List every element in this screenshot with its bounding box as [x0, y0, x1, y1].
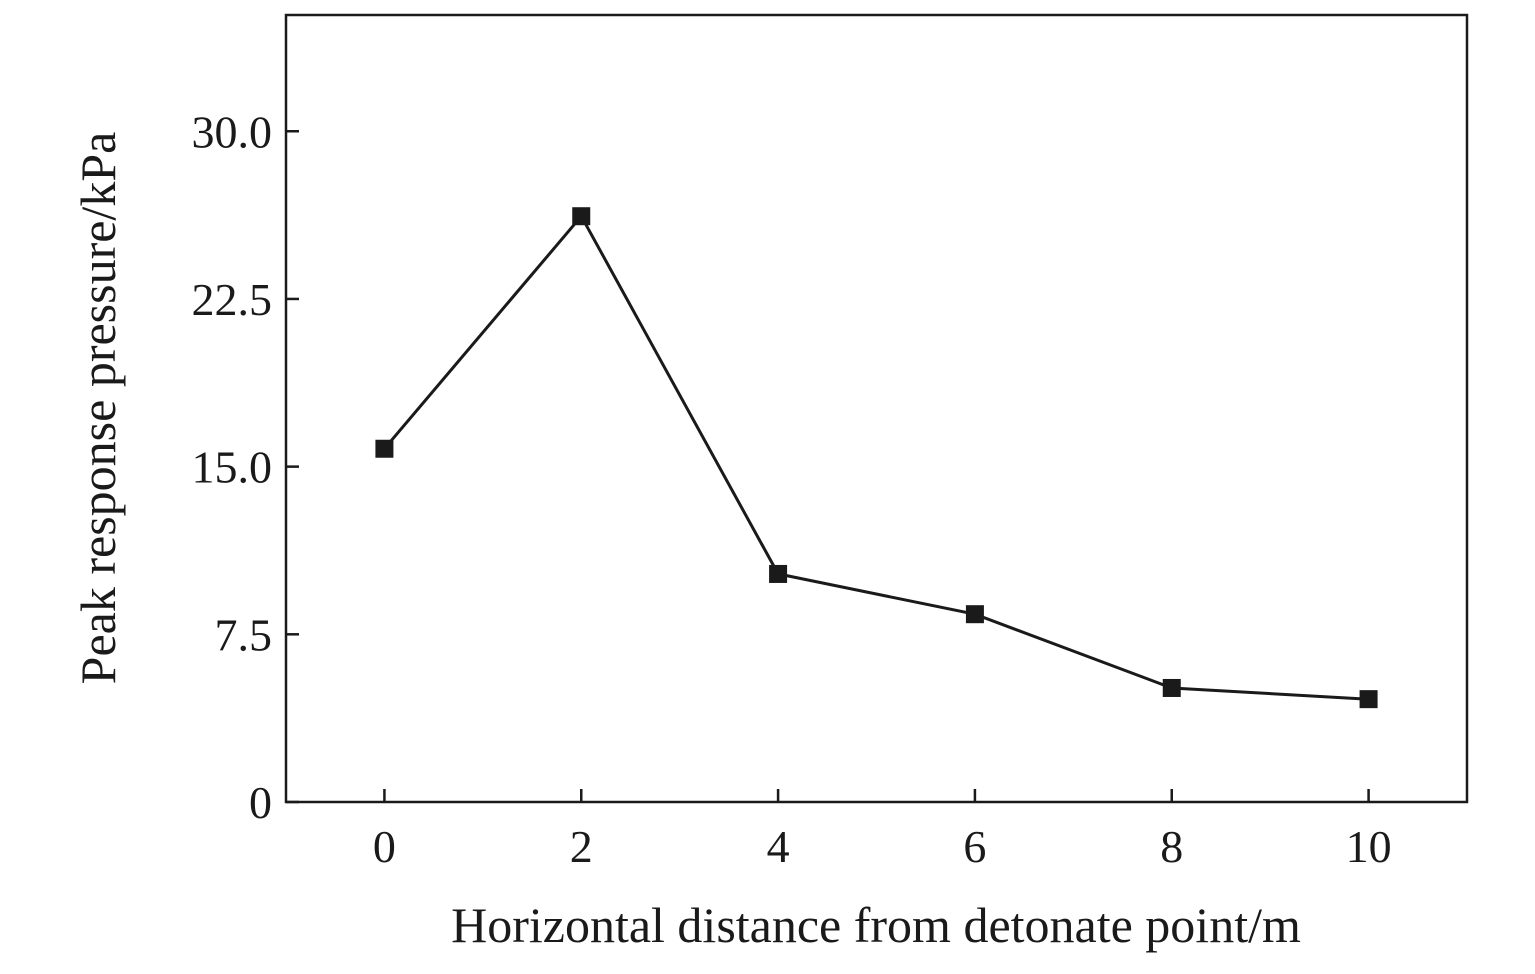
data-point [1359, 690, 1378, 709]
x-tick-label: 10 [1346, 821, 1392, 872]
y-tick-label: 15.0 [192, 442, 273, 493]
data-markers [375, 207, 1378, 709]
y-tick-label: 30.0 [192, 106, 273, 157]
y-axis-title: Peak response pressure/kPa [70, 132, 126, 685]
y-tick-label: 22.5 [192, 274, 273, 325]
x-tick-label: 8 [1160, 821, 1183, 872]
data-point [769, 564, 788, 583]
data-point [965, 605, 984, 624]
data-point [375, 439, 394, 458]
y-axis: 0 7.5 15.0 22.5 30.0 [192, 106, 299, 828]
x-tick-label: 4 [767, 821, 790, 872]
x-tick-label: 0 [373, 821, 396, 872]
series-line [383, 213, 1369, 701]
data-point [572, 207, 591, 226]
x-tick-label: 6 [963, 821, 986, 872]
x-axis: 0 2 4 6 8 10 [373, 789, 1392, 872]
x-axis-title: Horizontal distance from detonate point/… [451, 897, 1301, 953]
y-tick-label: 0 [249, 777, 272, 828]
data-point [1162, 678, 1181, 697]
y-tick-label: 7.5 [215, 609, 273, 660]
plot-frame [284, 13, 1469, 804]
x-tick-label: 2 [570, 821, 593, 872]
